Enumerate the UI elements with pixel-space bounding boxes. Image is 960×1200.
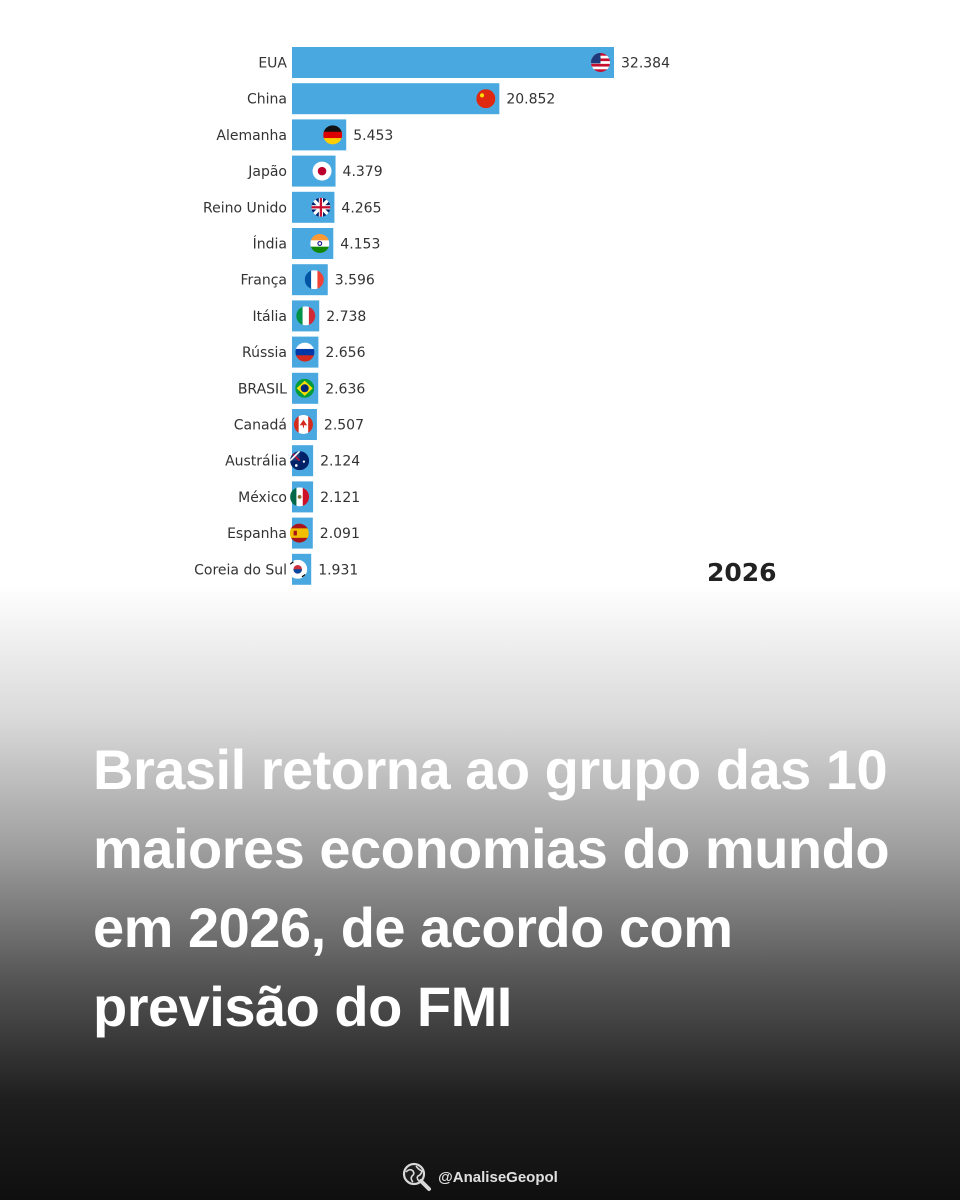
flag-in-icon (310, 234, 330, 253)
category-label: Austrália (225, 454, 287, 470)
flag-ca-icon (293, 415, 313, 434)
category-label: BRASIL (238, 381, 287, 397)
value-label: 2.091 (320, 526, 360, 542)
category-label: Itália (252, 309, 287, 325)
category-label: França (240, 273, 287, 289)
value-label: 4.153 (340, 237, 380, 253)
flag-es-icon (289, 523, 309, 543)
flag-au-icon (290, 451, 310, 471)
category-label: Reino Unido (203, 200, 287, 216)
gdp-bar-chart: EUA 32.384 China 20.852 Alemanha 5.453 Japão 4.… (194, 47, 670, 585)
value-label: 20.852 (506, 92, 555, 108)
flag-jp-icon (312, 161, 332, 181)
value-label: 4.379 (343, 164, 383, 180)
flag-de-icon (323, 125, 343, 145)
category-label: Espanha (227, 526, 287, 542)
category-label: Coreia do Sul (194, 562, 287, 578)
value-label: 3.596 (335, 273, 375, 289)
headline: Brasil retorna ao grupo das 10 maiores e… (93, 738, 890, 1038)
value-label: 2.124 (320, 454, 360, 470)
flag-kr-icon (288, 559, 308, 579)
account-handle: @AnaliseGeopol (438, 1168, 558, 1186)
value-label: 32.384 (621, 56, 670, 72)
flag-ru-icon (295, 342, 315, 362)
category-label: Índia (253, 236, 287, 253)
value-label: 2.656 (325, 345, 365, 361)
gdp-chart: EUA 32.384 China 20.852 Alemanha 5.453 Japão 4.… (194, 47, 777, 587)
flag-us-icon (591, 53, 610, 72)
flag-br-icon (295, 378, 315, 398)
value-label: 2.738 (326, 309, 366, 325)
bar (292, 83, 500, 115)
flag-cn-icon (476, 89, 496, 109)
flag-fr-icon (304, 270, 324, 290)
category-label: Alemanha (216, 128, 287, 144)
value-label: 2.507 (324, 418, 364, 434)
value-label: 1.931 (318, 562, 358, 578)
value-label: 2.121 (320, 490, 360, 506)
bar (292, 47, 614, 78)
flag-it-icon (296, 306, 316, 326)
value-label: 5.453 (353, 128, 393, 144)
footer-brand: @AnaliseGeopol (0, 1160, 960, 1194)
value-label: 4.265 (341, 200, 381, 216)
category-label: Japão (247, 164, 287, 180)
year-annotation: 2026 (707, 558, 777, 587)
flag-mx-icon (290, 487, 310, 507)
category-label: Rússia (242, 345, 287, 361)
flag-gb-icon (311, 197, 331, 217)
value-label: 2.636 (325, 381, 365, 397)
category-label: China (247, 92, 287, 108)
globe-magnifier-icon (403, 1162, 432, 1191)
category-label: EUA (258, 56, 287, 72)
category-label: México (238, 490, 287, 506)
category-label: Canadá (234, 418, 287, 434)
